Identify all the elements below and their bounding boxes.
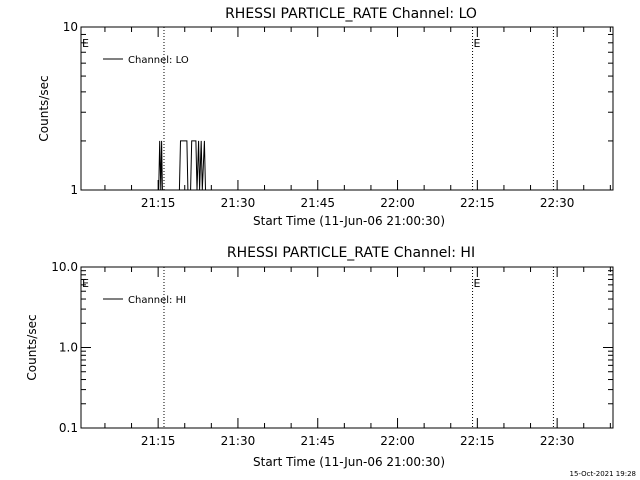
timestamp-footer: 15-Oct-2021 19:28 <box>570 470 636 478</box>
chart-title: RHESSI PARTICLE_RATE Channel: HI <box>227 245 475 261</box>
y-tick-label: 10.0 <box>51 260 78 274</box>
y-tick-label: 1 <box>70 183 78 197</box>
legend-label: Channel: LO <box>128 55 189 66</box>
x-tick-label: 22:15 <box>460 434 495 448</box>
series-line <box>158 140 208 191</box>
event-marker-label: E <box>474 37 481 50</box>
x-tick-label: 21:30 <box>221 434 256 448</box>
x-tick-label: 22:00 <box>380 434 415 448</box>
y-tick-label: 1.0 <box>59 341 78 355</box>
x-axis-label: Start Time (11-Jun-06 21:00:30) <box>253 214 445 228</box>
plot-frame <box>80 26 614 191</box>
x-tick-label: 21:15 <box>141 434 176 448</box>
plot-frame <box>80 266 614 429</box>
x-tick-label: 21:45 <box>300 196 335 210</box>
chart-title: RHESSI PARTICLE_RATE Channel: LO <box>225 6 477 22</box>
x-tick-label: 21:45 <box>300 434 335 448</box>
y-axis-label: Counts/sec <box>25 314 39 380</box>
y-axis-label: Counts/sec <box>37 75 51 141</box>
x-tick-label: 21:30 <box>221 196 256 210</box>
x-tick-label: 22:30 <box>540 434 575 448</box>
x-tick-label: 22:00 <box>380 196 415 210</box>
legend-label: Channel: HI <box>128 295 186 306</box>
y-tick-label: 10 <box>63 20 78 34</box>
flag-label: E <box>82 37 89 50</box>
x-tick-label: 22:15 <box>460 196 495 210</box>
x-tick-label: 21:15 <box>141 196 176 210</box>
chart-panel-2: RHESSI PARTICLE_RATE Channel: HI 21:15 21:… <box>25 245 614 469</box>
x-axis-label: Start Time (11-Jun-06 21:00:30) <box>253 455 445 469</box>
x-tick-label: 22:30 <box>540 196 575 210</box>
event-marker-label: E <box>474 277 481 290</box>
y-tick-label: 0.1 <box>59 421 78 435</box>
chart-panel-1: RHESSI PARTICLE_RATE Channel: LO 21:15 21:… <box>37 6 614 228</box>
flag-label: E <box>82 277 89 290</box>
